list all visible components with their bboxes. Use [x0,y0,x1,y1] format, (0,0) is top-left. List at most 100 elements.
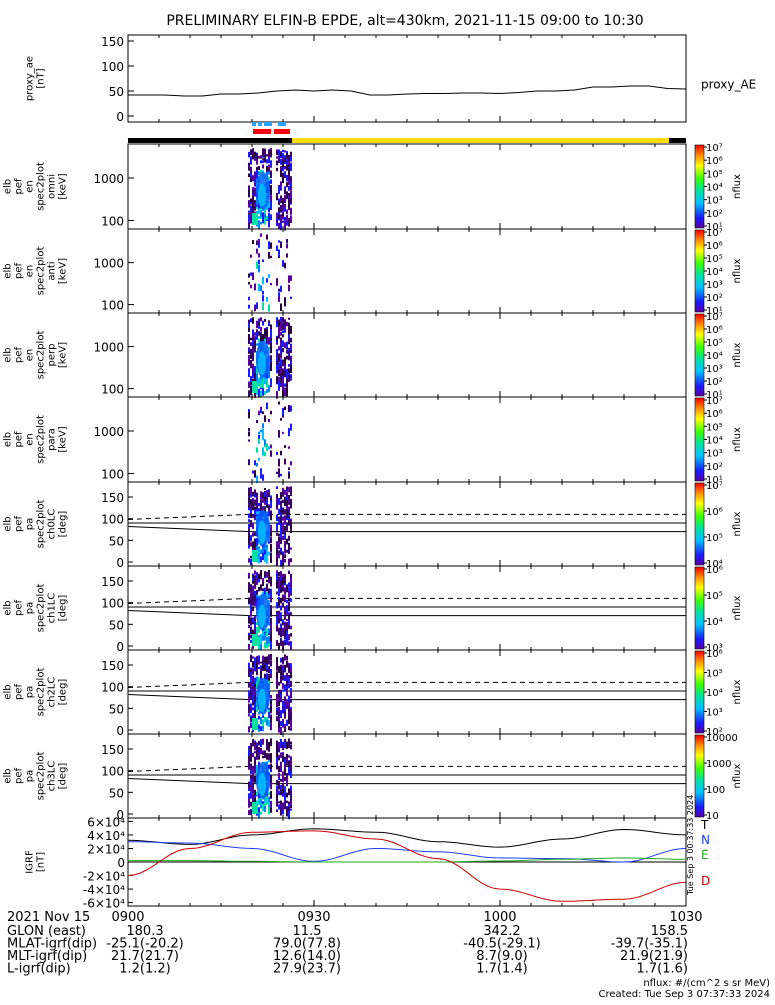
spectrogram-cell [256,302,258,309]
spectrogram-cell [270,552,272,559]
spectrogram-cell [254,304,256,312]
spectrogram-cell [248,690,250,699]
figure-title: PRELIMINARY ELFIN-B EPDE, alt=430km, 202… [166,13,643,29]
spectrogram-cell [278,541,280,550]
y-tick-label: 150 [101,743,124,757]
spectrogram-cell [266,546,268,552]
spectrogram-cell [280,151,282,155]
spectrogram-cell [290,423,292,431]
spectrogram-cell [276,451,278,456]
spectrogram-cell [262,719,264,723]
spectrogram-cell [276,376,278,382]
spectrogram-cell [284,406,286,411]
spectrogram-cell [270,781,272,788]
spectrogram-cell [250,777,252,785]
spectrogram-cell [282,334,284,338]
spectrogram-cell [254,493,256,498]
y-tick-label: 2×10⁴ [87,842,125,856]
spectrogram-cell [268,629,270,634]
spectrogram-cell [286,587,288,593]
spectrogram-cell [280,450,282,456]
spectrogram-cell [256,197,258,206]
ephemeris-value: 27.9(23.7) [273,962,341,977]
spectrogram-cell [252,491,254,497]
spectrogram-cell [276,361,278,365]
spectrogram-cell [286,689,288,697]
spectrogram-cell [266,499,268,505]
spectrogram-cell [268,274,270,279]
spectrogram-cell [252,175,254,182]
spectrogram-cell [280,552,282,555]
spectrogram-cell [288,502,290,505]
spectrogram-cell [252,198,254,207]
spectrogram-cell [260,382,262,388]
spectrogram-cell [252,617,254,623]
spectrogram-cell [258,557,260,564]
spectrogram-cell [256,496,258,501]
spectrogram-cell [266,296,268,302]
spectrogram-cell [256,504,258,509]
spectrogram-cell [270,150,272,155]
spectrogram-cell [282,530,284,535]
spectrogram-cell [286,672,288,680]
spectrogram-cell [248,163,250,169]
spectrogram-cell [290,197,292,204]
spectrogram-cell [278,718,280,723]
spectrogram-cell [286,549,288,553]
spectrogram-cell [264,373,266,381]
spectrogram-cell [264,211,266,218]
spectrogram-cell [276,763,278,770]
spectrogram-cell [288,185,290,191]
spectrogram-cell [258,388,260,396]
spectrogram-cell [282,640,284,649]
spectrogram-cell [288,767,290,771]
spectrogram-cell [290,163,292,172]
spectrogram-cell [284,741,286,746]
y-axis-label-line: elb [3,768,14,783]
y-tick-label: 100 [101,299,124,313]
spectrogram-cell [260,331,262,335]
spectrogram-cell [266,380,268,388]
spectrogram-cell [260,584,262,591]
spectrogram-cell [254,332,256,336]
spectrogram-cell [270,152,272,158]
spectrogram-cell [278,401,280,405]
spectrogram-cell [260,376,262,385]
spectrogram-cell [262,378,264,384]
ephemeris-row-label: L-igrf(dip) [7,962,71,977]
spectrogram-cell [276,516,278,522]
spectrogram-cell [286,699,288,703]
spectrogram-cell [254,582,256,587]
spectrogram-core [258,772,266,797]
spectrogram-cell [280,689,282,694]
spectrogram-cell [276,584,278,589]
spectrogram-cell [284,516,286,524]
spectrogram-core [252,718,258,730]
spectrogram-cell [290,376,292,380]
spectrogram-cell [278,748,280,751]
spectrogram-cell [260,549,262,553]
spectrogram-cell [268,346,270,351]
spectrogram-cell [288,516,290,525]
spectrogram-cell [262,170,264,173]
spectrogram-cell [252,541,254,549]
spectrogram-cell [250,600,252,609]
spectrogram-cell [254,182,256,186]
spectrogram-cell [258,586,260,592]
colorbar-tick-label: 10² [706,377,723,388]
spectrogram-cell [276,541,278,548]
spectrogram-cell [288,619,290,627]
colorbar-tick-label: 10⁵ [706,338,723,349]
spectrogram-cell [288,506,290,511]
spectrogram-cell [250,696,252,700]
spectrogram-cell [290,337,292,343]
spectrogram-cell [270,361,272,365]
spectrogram-cell [286,641,288,646]
spectrogram-cell [252,713,254,719]
spectrogram-cell [290,588,292,594]
spectrogram-cell [282,407,284,416]
science-zone-marker-red [274,129,290,134]
y-tick-label: 0 [117,856,125,870]
spectrogram-cell [252,795,254,799]
y-axis-label-line: pef [14,263,25,280]
